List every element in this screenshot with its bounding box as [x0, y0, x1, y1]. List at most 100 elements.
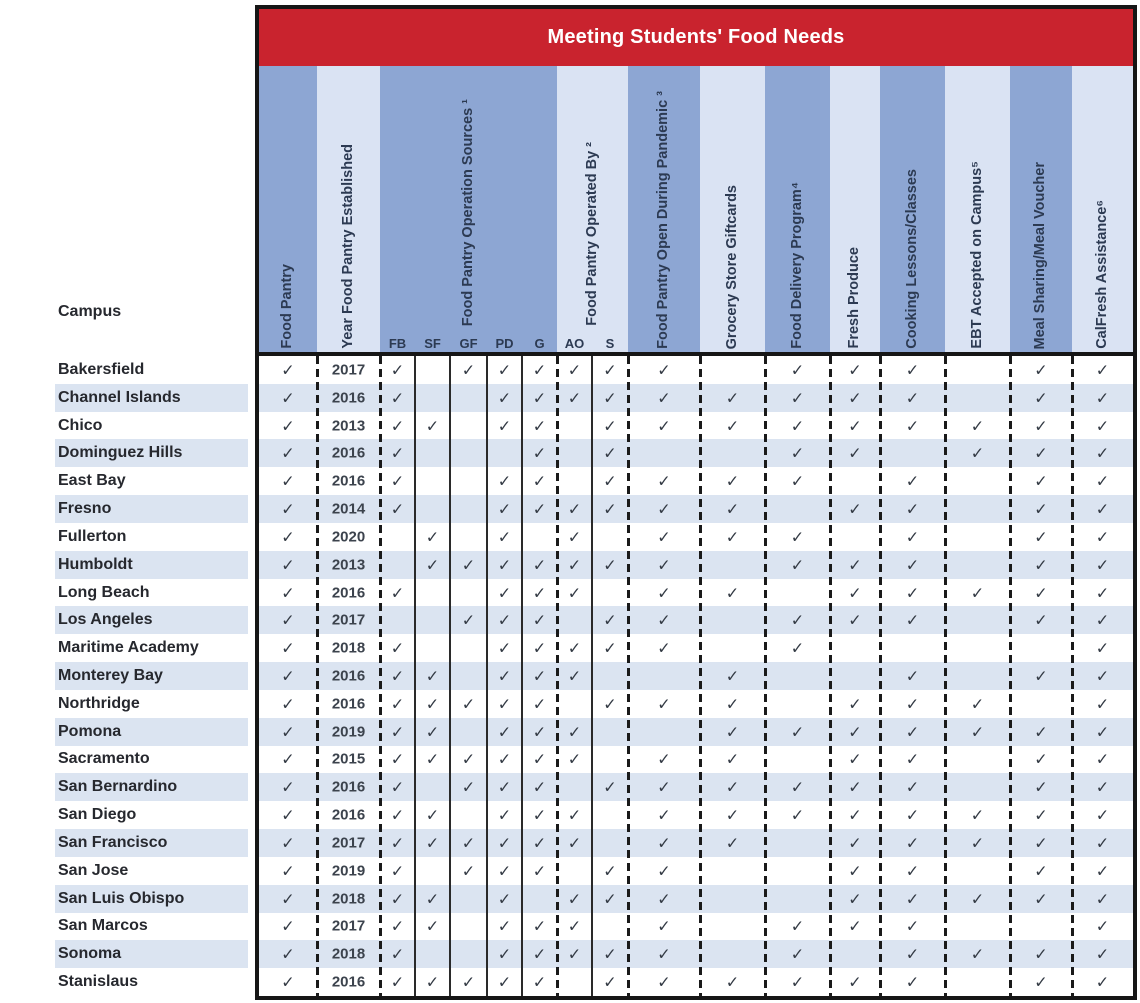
check-icon: ✓ — [725, 722, 740, 742]
check-icon: ✓ — [1095, 889, 1110, 909]
check-icon: ✓ — [497, 499, 512, 519]
check-icon: ✓ — [497, 638, 512, 658]
check-icon: ✓ — [567, 555, 582, 575]
check-icon: ✓ — [725, 527, 740, 547]
meeting-food-needs-table: Meeting Students' Food Needs Food Pantry… — [255, 5, 1137, 1000]
table-row-stripe — [259, 550, 1133, 579]
campus-row-stripe — [55, 383, 248, 412]
check-icon: ✓ — [790, 972, 805, 992]
header-label-operated_by: Food Pantry Operated By ² — [583, 142, 600, 326]
check-icon: ✓ — [281, 944, 295, 964]
check-icon: ✓ — [497, 972, 512, 992]
check-icon: ✓ — [725, 972, 740, 992]
check-icon: ✓ — [425, 527, 440, 547]
dashed-column-separator — [1070, 356, 1074, 996]
check-icon: ✓ — [281, 694, 295, 714]
subcolumn-label-AO: AO — [564, 336, 585, 351]
check-icon: ✓ — [1034, 777, 1048, 797]
check-icon: ✓ — [281, 777, 295, 797]
check-icon: ✓ — [603, 944, 617, 964]
check-icon: ✓ — [281, 416, 295, 436]
check-icon: ✓ — [905, 416, 920, 436]
check-icon: ✓ — [532, 722, 547, 742]
check-icon: ✓ — [497, 861, 512, 881]
check-icon: ✓ — [1095, 527, 1110, 547]
check-icon: ✓ — [905, 583, 920, 603]
check-icon: ✓ — [461, 694, 476, 714]
header-band-delivery — [765, 66, 830, 352]
check-icon: ✓ — [848, 583, 862, 603]
check-icon: ✓ — [905, 972, 920, 992]
check-icon: ✓ — [281, 833, 295, 853]
header-band-meal — [1010, 66, 1072, 352]
check-icon: ✓ — [497, 610, 512, 630]
check-icon: ✓ — [1095, 666, 1110, 686]
table-row-stripe — [259, 884, 1133, 913]
check-icon: ✓ — [848, 388, 862, 408]
check-icon: ✓ — [532, 443, 547, 463]
campus-row-stripe — [55, 773, 248, 802]
check-icon: ✓ — [425, 916, 440, 936]
check-icon: ✓ — [497, 388, 512, 408]
check-icon: ✓ — [281, 805, 295, 825]
check-icon: ✓ — [497, 916, 512, 936]
year-established-value: 2013 — [331, 556, 366, 574]
table-body: 2017 ✓ ✓ ✓ ✓ ✓ ✓ ✓ ✓ ✓ ✓ ✓ ✓ ✓ 2016 ✓ ✓ ✓ ✓ ✓ ✓ ✓ ✓ ✓ ✓ ✓ ✓ ✓ 2013 ✓ ✓… — [259, 356, 1133, 996]
check-icon: ✓ — [461, 861, 476, 881]
check-icon: ✓ — [1034, 443, 1048, 463]
check-icon: ✓ — [281, 749, 295, 769]
check-icon: ✓ — [567, 638, 582, 658]
check-icon: ✓ — [1095, 471, 1110, 491]
check-icon: ✓ — [281, 360, 295, 380]
year-established-value: 2014 — [331, 500, 366, 518]
check-icon: ✓ — [532, 499, 547, 519]
check-icon: ✓ — [905, 610, 920, 630]
check-icon: ✓ — [425, 722, 440, 742]
check-icon: ✓ — [281, 861, 295, 881]
year-established-value: 2016 — [331, 584, 366, 602]
table-row-stripe — [259, 829, 1133, 857]
check-icon: ✓ — [1095, 499, 1110, 519]
check-icon: ✓ — [848, 749, 862, 769]
campus-name: Stanislaus — [58, 973, 139, 991]
check-icon: ✓ — [390, 443, 405, 463]
check-icon: ✓ — [281, 972, 295, 992]
check-icon: ✓ — [497, 471, 512, 491]
year-established-value: 2016 — [331, 389, 366, 407]
solid-column-separator — [486, 356, 488, 996]
check-icon: ✓ — [848, 610, 862, 630]
check-icon: ✓ — [497, 889, 512, 909]
check-icon: ✓ — [567, 833, 582, 853]
check-icon: ✓ — [970, 889, 985, 909]
check-icon: ✓ — [461, 360, 476, 380]
header-band-year — [317, 66, 380, 352]
dashed-column-separator — [698, 356, 702, 996]
check-icon: ✓ — [790, 638, 805, 658]
header-label-fresh: Fresh Produce — [846, 247, 862, 349]
check-icon: ✓ — [1034, 944, 1048, 964]
table-row-stripe — [259, 717, 1133, 746]
check-icon: ✓ — [1034, 499, 1048, 519]
year-established-value: 2017 — [331, 917, 366, 935]
header-label-year: Year Food Pantry Established — [339, 144, 356, 349]
check-icon: ✓ — [281, 499, 295, 519]
check-icon: ✓ — [1034, 527, 1048, 547]
check-icon: ✓ — [1095, 722, 1110, 742]
check-icon: ✓ — [848, 777, 862, 797]
check-icon: ✓ — [848, 916, 862, 936]
check-icon: ✓ — [657, 749, 671, 769]
check-icon: ✓ — [905, 360, 920, 380]
check-icon: ✓ — [657, 833, 671, 853]
check-icon: ✓ — [567, 722, 582, 742]
header-band-fresh — [830, 66, 880, 352]
check-icon: ✓ — [425, 833, 440, 853]
campus-name: Maritime Academy — [58, 639, 199, 657]
year-established-value: 2018 — [331, 945, 366, 963]
check-icon: ✓ — [1034, 722, 1048, 742]
check-icon: ✓ — [657, 388, 671, 408]
check-icon: ✓ — [567, 527, 582, 547]
check-icon: ✓ — [281, 666, 295, 686]
campus-column: Campus Bakersfield Channel Islands Chico Do… — [0, 0, 255, 1003]
table-title: Meeting Students' Food Needs — [547, 26, 845, 48]
campus-name: Sacramento — [58, 750, 150, 768]
